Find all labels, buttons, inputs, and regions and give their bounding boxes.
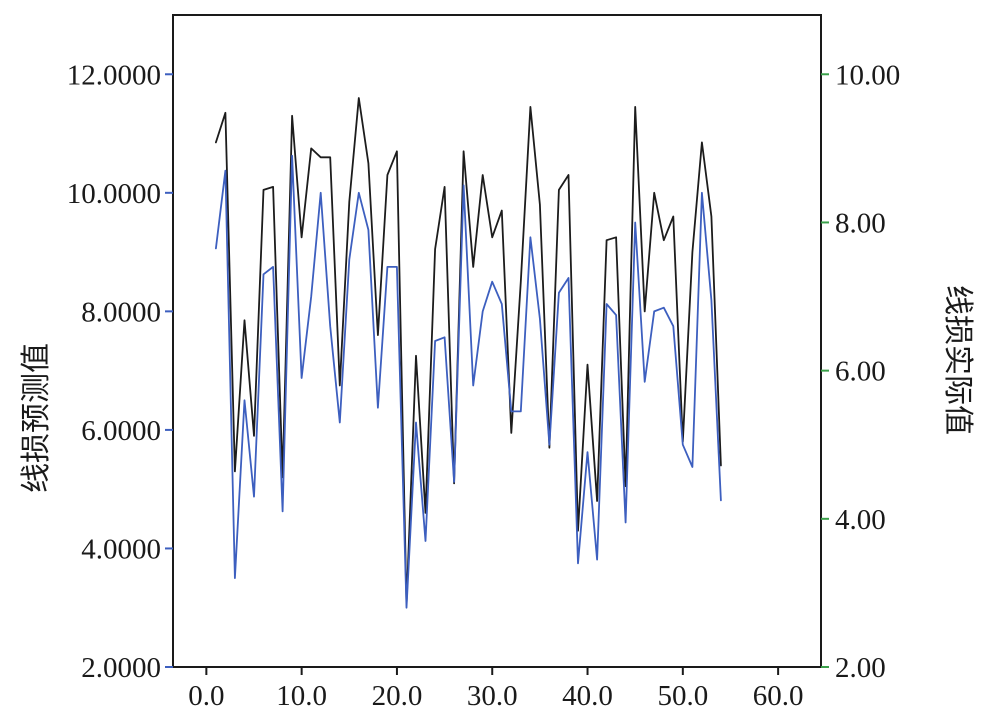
x-tick-label: 60.0 [753,680,804,712]
right-axis-title: 线损实际值 [940,285,975,435]
right-y-tick-label: 10.00 [835,59,900,91]
actual-series-line [214,154,722,609]
x-tick-label: 10.0 [276,680,327,712]
left-y-tick-label: 4.0000 [81,533,161,565]
left-y-axis: 2.0000 4.0000 6.0000 8.0000 10.0000 12.0000 [67,59,173,684]
left-y-tick-label: 8.0000 [81,296,161,328]
right-y-axis: 2.00 4.00 6.00 8.00 10.00 [821,59,900,684]
x-axis: 0.0 10.0 20.0 30.0 40.0 50.0 60.0 [188,667,803,712]
predicted-series-line [214,97,722,606]
series-group [214,97,722,609]
left-y-tick-label: 6.0000 [81,415,161,447]
x-tick-label: 20.0 [372,680,423,712]
left-y-tick-label: 12.0000 [67,59,161,91]
right-y-tick-label: 4.00 [835,504,886,536]
right-y-tick-label: 6.00 [835,356,886,388]
plot-frame [172,14,822,668]
right-y-tick-label: 2.00 [835,652,886,684]
x-tick-label: 40.0 [562,680,613,712]
left-y-tick-label: 10.0000 [67,178,161,210]
left-axis-title: 线损预测值 [19,343,54,493]
x-tick-label: 30.0 [467,680,518,712]
right-y-tick-label: 8.00 [835,207,886,239]
x-tick-label: 0.0 [188,680,224,712]
left-y-tick-label: 2.0000 [81,652,161,684]
x-tick-label: 50.0 [657,680,708,712]
